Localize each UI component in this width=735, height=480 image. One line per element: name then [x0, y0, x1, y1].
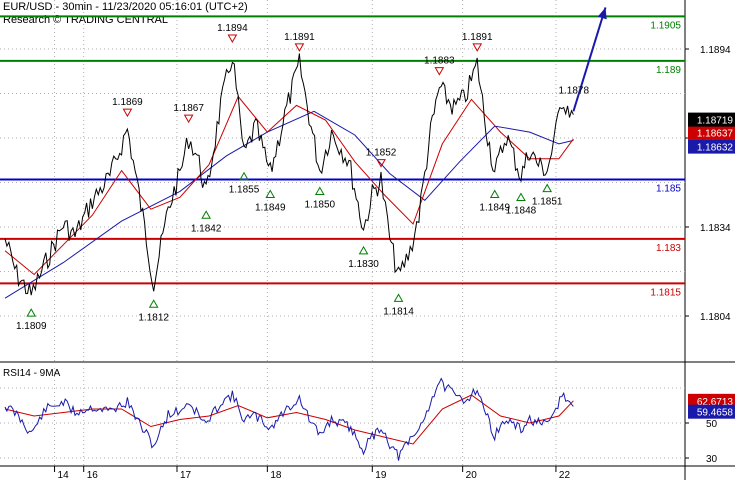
pivot-low-marker: [239, 171, 249, 181]
pivot-low-label: 1.1849: [255, 203, 286, 214]
pivot-high-marker: [183, 114, 194, 124]
ma-fast-tag-label: 1.18637: [697, 129, 734, 140]
ma-slow-tag-label: 1.18632: [697, 143, 734, 154]
pivot-low-marker: [393, 293, 404, 302]
series: [4, 7, 607, 299]
pivot-low-marker: [265, 189, 276, 198]
pivot-high-label: 1.1891: [462, 32, 493, 43]
rsi-ma-line: [4, 394, 574, 445]
pivot-low-label: 1.1814: [383, 306, 414, 317]
pivot-high-marker: [472, 43, 483, 52]
rsi-panel-title: RSI14 - 9MA: [3, 368, 61, 379]
pivot-low-label: 1.1851: [532, 197, 563, 208]
price-line: [4, 53, 574, 296]
rsi-y-tick-label: 50: [706, 419, 718, 430]
levels: 1.1905 1.189 1.185 1.183 1.1815: [0, 15, 685, 298]
chart-title: EUR/USD - 30min - 11/23/2020 05:16:01 (U…: [3, 1, 248, 13]
level-label: 1.183: [656, 243, 681, 254]
x-tick-label: 17: [180, 470, 192, 480]
pivot-low-marker: [542, 183, 553, 193]
pivot-high-marker: [376, 159, 386, 168]
pivot-low-marker: [358, 245, 369, 255]
pivot-high-label: 1.1852: [366, 148, 397, 159]
pivot-high-label: 1.1883: [424, 56, 455, 67]
pivot-low-label: 1.1849: [479, 203, 510, 214]
rsi-value-tag: [688, 404, 735, 419]
forecast-arrow: [572, 7, 607, 112]
pivot-high-label: 1.1894: [217, 23, 248, 34]
pivot-low-marker: [489, 189, 500, 198]
pivot-low-label: 1.1830: [348, 259, 379, 270]
pivot-low-label: 1.1848: [506, 205, 537, 216]
rsi-value-tag-label: 59.4658: [697, 408, 734, 419]
x-tick-label: 19: [375, 470, 387, 480]
level-label: 1.1905: [650, 20, 681, 31]
forecast-arrow-head: [597, 7, 607, 20]
pivot-high-marker: [227, 34, 238, 44]
level-label: 1.189: [656, 65, 681, 76]
pivot-low-marker: [314, 186, 325, 196]
last-price-tag-label: 1.18719: [697, 116, 734, 127]
x-tick-label: 18: [270, 470, 282, 480]
level-label: 1.1815: [650, 287, 681, 298]
pivots: 1.1809 1.1869 1.1812 1.1867 1.1842 1.1894 1.18…: [16, 23, 590, 332]
pivot-high-label: 1.1891: [284, 32, 315, 43]
rsi-y-tick-label: 30: [706, 454, 718, 465]
last-price-tag: [688, 112, 735, 127]
pivot-low-marker: [26, 308, 37, 317]
pivot-low-marker: [516, 192, 526, 201]
rsi-ma-tag-label: 62.6713: [697, 397, 734, 408]
y-tick-label: 1.1834: [700, 223, 731, 234]
x-tick-label: 22: [559, 470, 571, 480]
x-tick-label: 20: [466, 470, 478, 480]
y-tick-label: 1.1804: [700, 312, 731, 323]
pivot-low-label: 1.1850: [305, 200, 336, 211]
pivot-low-label: 1.1812: [138, 312, 169, 323]
pivot-high-marker: [434, 67, 445, 76]
pivot-low-label: 1.1809: [16, 321, 47, 332]
level-label: 1.185: [656, 184, 681, 195]
y-tick-label: 1.1894: [700, 45, 731, 56]
x-tick-label: 16: [87, 470, 99, 480]
pivot-high-label: 1.1869: [112, 97, 143, 108]
ma-fast-line: [4, 95, 574, 276]
pivot-high-marker: [122, 108, 133, 118]
axis: 1.18941.18641.18341.1804141617181920221.…: [54, 45, 735, 480]
pivot-low-label: 1.1855: [229, 185, 260, 196]
x-tick-label: 14: [58, 470, 70, 480]
pivot-low-marker: [201, 210, 211, 219]
pivot-low-label: 1.1842: [191, 223, 222, 234]
pivot-low-marker: [148, 299, 159, 308]
ma-fast-tag: [688, 125, 735, 140]
rsi-ma-tag: [688, 393, 735, 408]
pivot-high-marker: [294, 43, 305, 52]
ma-slow-tag: [688, 139, 735, 154]
pivot-high-label: 1.1867: [173, 103, 204, 114]
price-annotation: 1.1878: [558, 85, 589, 96]
rsi-line: [4, 377, 574, 461]
